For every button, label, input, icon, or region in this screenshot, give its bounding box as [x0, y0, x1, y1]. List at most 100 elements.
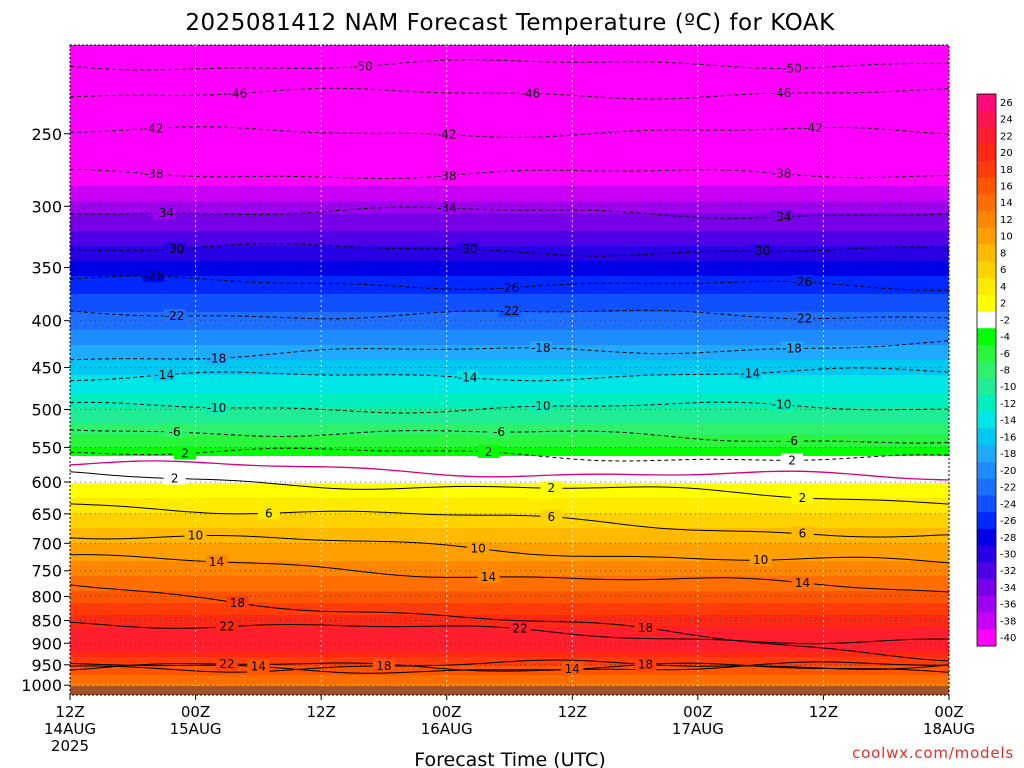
temperature-band: [70, 612, 949, 616]
temperature-band: [70, 516, 949, 520]
contour-label-bg: [174, 446, 197, 460]
contour-label: 2: [799, 491, 807, 505]
temperature-band: [70, 411, 949, 415]
colorbar-label: -2: [1000, 315, 1010, 326]
temperature-band: [70, 459, 949, 463]
temperature-band: [70, 615, 949, 619]
colorbar: 26 24 22 20 18 16 14 12 10 8 6 4 2 -2 -4 -6 -8 -10 -12 -14 -…: [976, 93, 1016, 647]
temperature-band: [70, 456, 949, 460]
temperature-band: [70, 330, 949, 334]
temperature-band: [70, 510, 949, 514]
temperature-band: [70, 189, 949, 193]
contour-label: -42: [144, 121, 164, 135]
contour-label-bg: [226, 86, 249, 100]
colorbar-swatch: [977, 160, 996, 179]
temperature-band: [70, 417, 949, 421]
contour-label-bg: [498, 304, 521, 318]
temperature-band: [70, 462, 949, 466]
colorbar-swatch: [977, 244, 996, 262]
y-tick-label: 800: [31, 587, 62, 606]
colorbar-swatch: [977, 110, 996, 128]
temperature-band: [70, 327, 949, 331]
contour-label-bg: [529, 399, 552, 413]
plot-frame: [69, 44, 950, 696]
contour-label-bg: [781, 434, 804, 448]
temperature-band: [70, 108, 949, 112]
temperature-band: [70, 597, 949, 601]
temperature-band: [70, 501, 949, 505]
colorbar-label: -38: [1000, 616, 1016, 627]
temperature-bands: [70, 45, 949, 695]
temperature-band: [70, 423, 949, 427]
colorbar-swatch: [977, 211, 996, 229]
y-tick-label: 400: [31, 312, 62, 331]
temperature-band: [70, 465, 949, 469]
temperature-band: [70, 183, 949, 187]
temperature-band: [70, 555, 949, 559]
contour-label-bg: [257, 506, 280, 520]
temperature-band: [70, 564, 949, 568]
contour-line: [70, 584, 949, 662]
contour-label: -14: [740, 366, 760, 380]
colorbar-label: 20: [1000, 148, 1013, 159]
temperature-band: [70, 348, 949, 352]
contour-label-bg: [770, 209, 793, 223]
temperature-band: [70, 363, 949, 367]
contour-label-bg: [456, 242, 479, 256]
colorbar-swatch: [977, 94, 996, 112]
y-tick-label: 600: [31, 473, 62, 492]
temperature-band: [70, 99, 949, 103]
contour-label-bg: [142, 269, 165, 283]
temperature-band: [70, 552, 949, 556]
temperature-band: [70, 528, 949, 532]
temperature-band: [70, 453, 949, 457]
temperature-band: [70, 639, 949, 643]
contour-label: -10: [531, 399, 551, 413]
colorbar-swatch: [977, 144, 996, 162]
temperature-band: [70, 333, 949, 337]
colorbar-label: -12: [1000, 399, 1016, 410]
temperature-band: [70, 240, 949, 244]
temperature-band: [70, 147, 949, 151]
temperature-band: [70, 279, 949, 283]
colorbar-label: -40: [1000, 633, 1016, 644]
temperature-band: [70, 48, 949, 52]
colorbar-label: -34: [1000, 583, 1016, 594]
temperature-band: [70, 378, 949, 382]
temperature-band: [70, 399, 949, 403]
contour-label: -14: [458, 371, 478, 385]
temperature-band: [70, 534, 949, 538]
temperature-band: [70, 540, 949, 544]
chart-title: 2025081412 NAM Forecast Temperature (ºC)…: [185, 10, 835, 36]
contour-label-bg: [372, 659, 395, 673]
x-tick-label: 00Z: [934, 703, 963, 721]
colorbar-label: 16: [1000, 182, 1013, 193]
y-tick-label: 500: [31, 400, 62, 419]
contour-label: -10: [207, 401, 227, 415]
colorbar-swatch: [977, 579, 996, 597]
contour-label: 18: [230, 596, 245, 610]
temperature-band: [70, 369, 949, 373]
contour-label-bg: [184, 528, 207, 542]
x-tick-label: 12Z: [558, 703, 587, 721]
colorbar-swatch: [977, 361, 996, 379]
contour-label-bg: [749, 244, 772, 258]
temperature-band: [70, 276, 949, 280]
temperature-band: [70, 192, 949, 196]
contour-label-bg: [435, 127, 458, 141]
colorbar-label: -26: [1000, 516, 1016, 527]
colorbar-swatch: [977, 227, 996, 246]
contour-label-bg: [477, 570, 500, 584]
temperature-band: [70, 294, 949, 298]
temperature-band: [70, 222, 949, 226]
temperature-band: [70, 342, 949, 346]
colorbar-swatch: [977, 395, 996, 413]
contour-label-bg: [634, 620, 657, 634]
temperature-band: [70, 252, 949, 256]
temperature-band: [70, 66, 949, 70]
contour-label: -26: [144, 269, 164, 283]
contour-label-bg: [215, 657, 238, 671]
colorbar-label: -28: [1000, 533, 1016, 544]
temperature-band: [70, 339, 949, 343]
